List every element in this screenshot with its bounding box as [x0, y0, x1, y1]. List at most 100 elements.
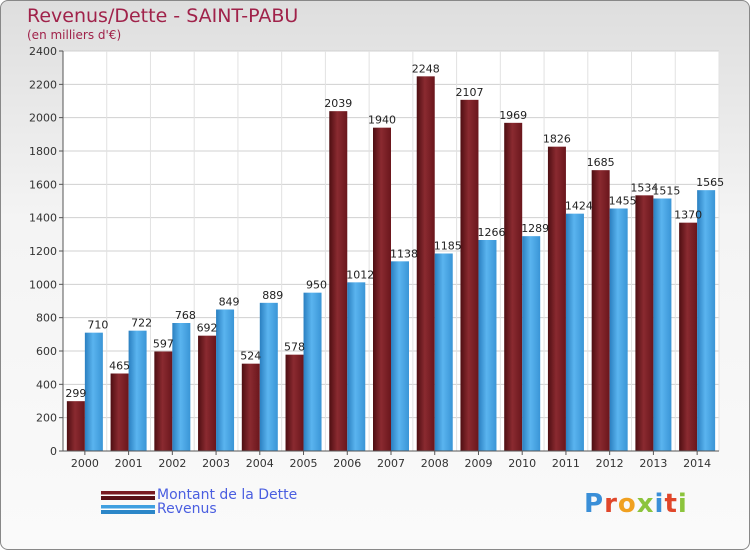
data-label-revenue: 768 — [175, 309, 196, 322]
bar-revenue — [259, 302, 278, 451]
legend-item-revenue: Revenus — [101, 501, 217, 517]
x-tick-label: 2009 — [464, 457, 492, 470]
y-tick-label: 2000 — [29, 112, 57, 125]
data-label-debt: 1826 — [543, 133, 571, 146]
bar-revenue — [347, 282, 366, 451]
bar-debt — [373, 127, 391, 452]
bar-debt — [591, 170, 610, 451]
chart-title: Revenus/Dette - SAINT-PABU — [27, 5, 299, 27]
bar-debt — [154, 351, 173, 451]
bar-debt — [635, 195, 654, 451]
data-label-revenue: 1138 — [390, 247, 418, 260]
data-label-revenue: 1289 — [521, 222, 549, 235]
y-tick-label: 2200 — [29, 78, 57, 91]
data-label-revenue: 722 — [131, 317, 152, 330]
data-label-debt: 1370 — [674, 209, 702, 222]
bar-revenue — [478, 240, 497, 451]
logo-letter: o — [617, 489, 637, 519]
data-label-revenue: 950 — [306, 279, 327, 292]
bar-revenue — [565, 213, 584, 451]
data-label-revenue: 1565 — [696, 176, 724, 189]
bar-revenue — [609, 208, 628, 451]
debt-swatch — [101, 490, 155, 500]
y-tick-label: 1400 — [29, 212, 57, 225]
data-label-revenue: 1012 — [346, 268, 374, 281]
bar-revenue — [653, 198, 672, 451]
data-label-debt: 597 — [153, 338, 174, 351]
bar-revenue — [172, 323, 191, 451]
bar-debt — [66, 401, 85, 451]
chart-subtitle: (en milliers d'€) — [27, 28, 122, 42]
bar-debt — [416, 76, 435, 451]
logo-letter: P — [584, 489, 605, 519]
data-label-revenue: 889 — [262, 289, 283, 302]
logo-letter: x — [636, 489, 655, 519]
bar-revenue — [84, 332, 103, 451]
x-tick-label: 2003 — [202, 457, 230, 470]
y-tick-label: 1000 — [29, 278, 57, 291]
data-label-revenue: 1185 — [434, 240, 462, 253]
data-label-revenue: 1515 — [652, 185, 680, 198]
x-tick-label: 2006 — [333, 457, 361, 470]
data-label-debt: 2039 — [324, 97, 352, 110]
x-tick-label: 2005 — [290, 457, 318, 470]
y-tick-label: 600 — [36, 345, 57, 358]
bar-revenue — [128, 330, 147, 451]
bar-debt — [285, 354, 304, 451]
data-label-revenue: 1266 — [477, 226, 505, 239]
data-label-debt: 465 — [109, 360, 130, 373]
logo-letter: i — [654, 489, 665, 519]
bar-revenue — [434, 253, 453, 451]
bar-debt — [329, 111, 348, 452]
bar-revenue — [697, 190, 716, 451]
revenue-swatch — [101, 504, 155, 514]
bar-revenue — [216, 309, 235, 451]
logo-letter: i — [677, 489, 688, 519]
bar-debt — [460, 99, 479, 451]
bar-debt — [679, 222, 698, 451]
legend-item-debt: Montant de la Dette — [101, 487, 297, 503]
data-label-revenue: 1455 — [609, 195, 637, 208]
data-label-revenue: 849 — [219, 296, 240, 309]
data-label-debt: 578 — [284, 341, 305, 354]
data-label-debt: 1534 — [630, 181, 658, 194]
data-label-debt: 1969 — [499, 109, 527, 122]
bar-debt — [198, 335, 217, 451]
y-tick-label: 1600 — [29, 178, 57, 191]
data-label-debt: 524 — [240, 350, 261, 363]
legend-debt-label: Montant de la Dette — [157, 487, 298, 503]
x-tick-label: 2004 — [246, 457, 274, 470]
y-tick-label: 200 — [36, 412, 57, 425]
data-label-revenue: 710 — [87, 319, 108, 332]
bar-debt — [504, 122, 523, 451]
bar-revenue — [303, 292, 322, 451]
x-tick-label: 2011 — [552, 457, 580, 470]
data-label-debt: 1940 — [368, 114, 396, 127]
bar-debt — [241, 363, 260, 451]
data-label-debt: 692 — [197, 322, 218, 335]
x-tick-label: 2008 — [421, 457, 449, 470]
y-tick-label: 0 — [50, 445, 57, 458]
bar-revenue — [522, 236, 541, 451]
data-label-revenue: 1424 — [565, 200, 593, 213]
x-tick-label: 2010 — [508, 457, 536, 470]
bar-debt — [547, 146, 566, 451]
x-tick-label: 2007 — [377, 457, 405, 470]
logo-letter: r — [604, 489, 618, 519]
data-label-debt: 299 — [65, 387, 86, 400]
x-tick-label: 2001 — [115, 457, 143, 470]
x-tick-label: 2012 — [596, 457, 624, 470]
x-tick-label: 2013 — [639, 457, 667, 470]
x-tick-label: 2002 — [158, 457, 186, 470]
proxiti-logo: Proxiti — [584, 489, 688, 519]
bar-debt — [110, 373, 129, 451]
data-label-debt: 1685 — [587, 156, 615, 169]
logo-letter: t — [664, 489, 678, 519]
bar-revenue — [391, 261, 409, 451]
legend-revenue-label: Revenus — [157, 501, 217, 517]
data-label-debt: 2248 — [412, 62, 440, 75]
x-tick-label: 2000 — [71, 457, 99, 470]
x-tick-label: 2014 — [683, 457, 711, 470]
